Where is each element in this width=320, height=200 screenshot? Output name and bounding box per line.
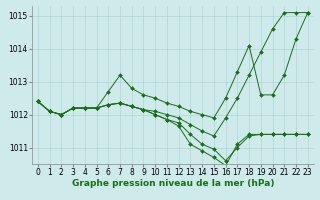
- X-axis label: Graphe pression niveau de la mer (hPa): Graphe pression niveau de la mer (hPa): [72, 179, 274, 188]
